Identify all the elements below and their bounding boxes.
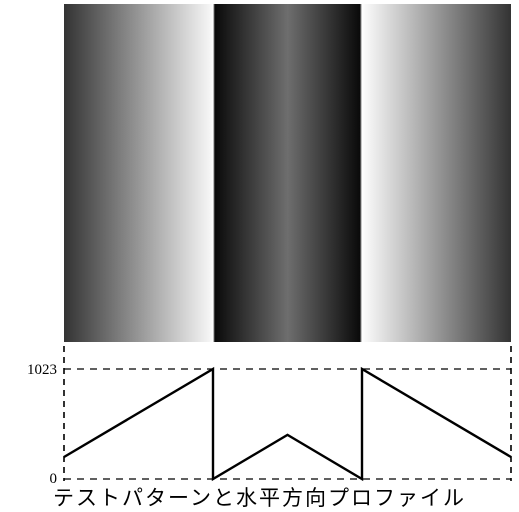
test-pattern-image (64, 4, 511, 342)
ytick-label-max: 1023 (27, 362, 57, 378)
profile-plot: 1023 0 (27, 346, 512, 487)
caption: テストパターンと水平方向プロファイル (53, 486, 466, 510)
profile-line (63, 366, 512, 482)
ytick-label-zero: 0 (50, 471, 58, 487)
